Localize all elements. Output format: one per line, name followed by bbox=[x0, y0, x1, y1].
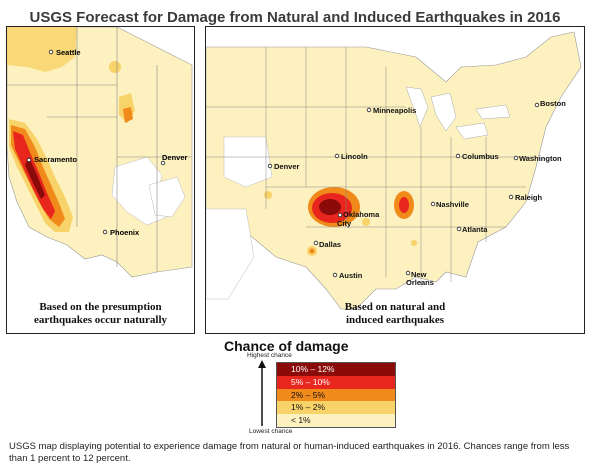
western-us-map: Seattle Sacramento Denver Phoenix bbox=[7, 27, 193, 278]
legend-row: 2% – 5% bbox=[277, 388, 395, 402]
city-label-lincoln: Lincoln bbox=[341, 152, 368, 161]
city-label-denver: Denver bbox=[162, 153, 188, 162]
city-label-austin: Austin bbox=[339, 271, 363, 280]
city-label-oklahoma-city-line1: Oklahoma bbox=[343, 210, 380, 219]
legend-row: < 1% bbox=[277, 414, 395, 427]
city-label-washington: Washington bbox=[519, 154, 562, 163]
central-eastern-us-map: Minneapolis Boston Denver Lincoln Columb… bbox=[206, 31, 582, 310]
legend-row: 5% – 10% bbox=[277, 375, 395, 389]
city-label-atlanta: Atlanta bbox=[462, 225, 488, 234]
natural-hazard-map-panel: Seattle Sacramento Denver Phoenix Based … bbox=[6, 26, 195, 334]
induced-hazard-map-panel: Minneapolis Boston Denver Lincoln Columb… bbox=[205, 26, 585, 334]
arrow-up-icon bbox=[258, 360, 266, 426]
city-label-nashville: Nashville bbox=[436, 200, 469, 209]
map-title: USGS Forecast for Damage from Natural an… bbox=[29, 9, 561, 26]
city-label-raleigh: Raleigh bbox=[515, 193, 543, 202]
city-label-oklahoma-city-line2: City bbox=[337, 219, 352, 228]
legend-lowest-label: Lowest chance bbox=[249, 428, 293, 435]
city-label-phoenix: Phoenix bbox=[110, 228, 140, 237]
left-map-caption: Based on the presumption earthquakes occ… bbox=[33, 301, 168, 326]
map-footnote: USGS map displaying potential to experie… bbox=[9, 441, 570, 464]
city-label-minneapolis: Minneapolis bbox=[373, 106, 416, 115]
city-label-columbus: Columbus bbox=[462, 152, 499, 161]
city-label-boston: Boston bbox=[540, 99, 566, 108]
city-label-denver-right: Denver bbox=[274, 162, 300, 171]
legend-row: 1% – 2% bbox=[277, 401, 395, 415]
legend-color-scale: 10% – 12% 5% – 10% 2% – 5% 1% – 2% < 1% bbox=[276, 362, 396, 428]
legend-highest-label: Highest chance bbox=[247, 352, 292, 359]
city-label-new-orleans-line2: Orleans bbox=[406, 278, 434, 287]
city-label-dallas: Dallas bbox=[319, 240, 341, 249]
city-label-new-orleans-line1: New bbox=[411, 270, 427, 279]
city-label-sacramento: Sacramento bbox=[34, 155, 77, 164]
city-label-seattle: Seattle bbox=[56, 48, 81, 57]
right-map-caption: Based on natural and induced earthquakes bbox=[344, 301, 446, 326]
legend-row: 10% – 12% bbox=[277, 363, 395, 376]
legend-title: Chance of damage bbox=[224, 338, 349, 354]
